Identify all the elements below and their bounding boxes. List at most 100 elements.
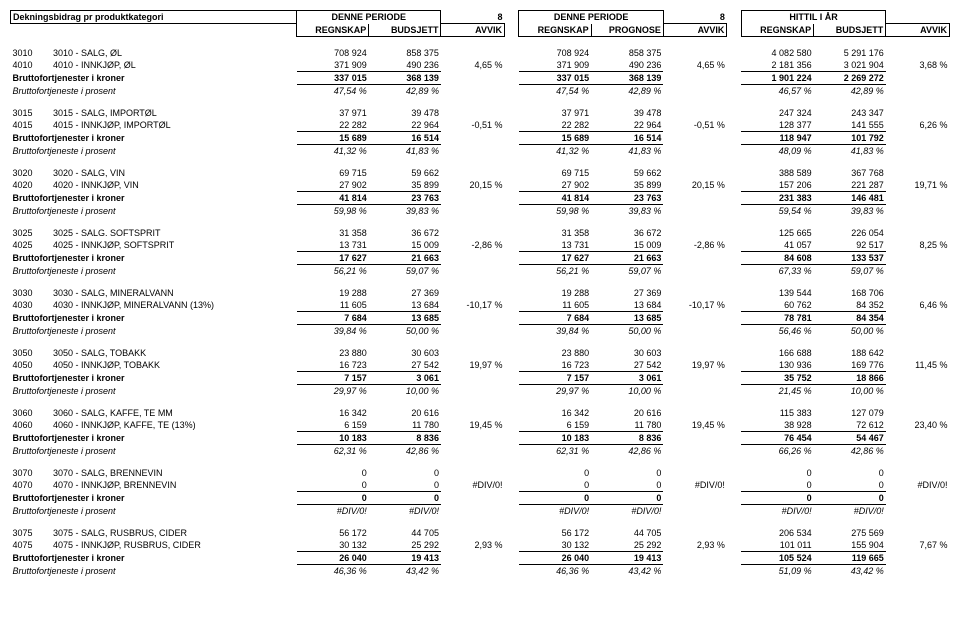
cell: #DIV/0! xyxy=(741,505,813,518)
cell: 337 015 xyxy=(297,72,369,85)
cell: 59,07 % xyxy=(814,265,886,278)
table-row: 40604060 - INNKJØP, KAFFE, TE (13%)6 159… xyxy=(11,419,950,432)
avvik-a: 4,65 % xyxy=(441,59,505,85)
account-name: 4015 - INNKJØP, IMPORTØL xyxy=(51,119,297,132)
cell: 23 880 xyxy=(519,347,591,359)
cell: 275 569 xyxy=(814,527,886,539)
col-c-avvik: AVVIK xyxy=(886,24,950,37)
cell: 46,57 % xyxy=(741,85,813,98)
cell: 3 061 xyxy=(369,372,441,385)
cell: 115 383 xyxy=(741,407,813,419)
cell: 16 723 xyxy=(297,359,369,372)
cell: 76 454 xyxy=(741,432,813,445)
table-row: 40204020 - INNKJØP, VIN27 90235 89920,15… xyxy=(11,179,950,192)
cell: 0 xyxy=(297,479,369,492)
cell: 56,21 % xyxy=(519,265,591,278)
avvik-c: 8,25 % xyxy=(886,239,950,265)
cell: 125 665 xyxy=(741,227,813,239)
cell: 62,31 % xyxy=(519,445,591,458)
cell: 59,98 % xyxy=(519,205,591,218)
cell: 67,33 % xyxy=(741,265,813,278)
account-code: 3025 xyxy=(11,227,51,239)
cell: 41,83 % xyxy=(814,145,886,158)
brutto-prosent-row: Bruttofortjeneste i prosent39,84 %50,00 … xyxy=(11,325,950,338)
cell: 101 792 xyxy=(814,132,886,145)
cell: 0 xyxy=(369,479,441,492)
avvik-a: -0,51 % xyxy=(441,119,505,145)
avvik-c: 6,26 % xyxy=(886,119,950,145)
cell: 39,84 % xyxy=(519,325,591,338)
cell: 105 524 xyxy=(741,552,813,565)
cell: 13 684 xyxy=(369,299,441,312)
cell: 371 909 xyxy=(519,59,591,72)
cell: 19 288 xyxy=(519,287,591,299)
cell: 247 324 xyxy=(741,107,813,119)
cell: 0 xyxy=(519,467,591,479)
brutto-kr-label: Bruttofortjenester i kroner xyxy=(11,252,297,265)
cell: 35 752 xyxy=(741,372,813,385)
account-name: 4010 - INNKJØP, ØL xyxy=(51,59,297,72)
cell: 0 xyxy=(741,492,813,505)
table-body: 30103010 - SALG, ØL708 924858 375708 924… xyxy=(11,37,950,578)
cell: 50,00 % xyxy=(814,325,886,338)
cell: 7 157 xyxy=(519,372,591,385)
cell: 42,86 % xyxy=(591,445,663,458)
cell: 10 183 xyxy=(519,432,591,445)
cell: 15 009 xyxy=(591,239,663,252)
avvik-a: #DIV/0! xyxy=(441,479,505,505)
cell: 16 514 xyxy=(369,132,441,145)
account-code: 3070 xyxy=(11,467,51,479)
cell: 11 605 xyxy=(297,299,369,312)
avvik-b: -2,86 % xyxy=(663,239,727,265)
cell: 13 731 xyxy=(297,239,369,252)
account-code: 4030 xyxy=(11,299,51,312)
cell: 21 663 xyxy=(591,252,663,265)
cell: 37 971 xyxy=(297,107,369,119)
cell: 29,97 % xyxy=(297,385,369,398)
brutto-prosent-row: Bruttofortjeneste i prosent56,21 %59,07 … xyxy=(11,265,950,278)
cell: 243 347 xyxy=(814,107,886,119)
brutto-prosent-row: Bruttofortjeneste i prosent46,36 %43,42 … xyxy=(11,565,950,578)
cell: 51,09 % xyxy=(741,565,813,578)
cell: 38 928 xyxy=(741,419,813,432)
cell: 41 814 xyxy=(519,192,591,205)
cell: 43,42 % xyxy=(369,565,441,578)
brutto-pct-label: Bruttofortjeneste i prosent xyxy=(11,325,297,338)
cell: 8 836 xyxy=(591,432,663,445)
account-name: 3030 - SALG, MINERALVANN xyxy=(51,287,297,299)
cell: 50,00 % xyxy=(369,325,441,338)
cell: 30 132 xyxy=(519,539,591,552)
cell: 15 689 xyxy=(519,132,591,145)
brutto-pct-label: Bruttofortjeneste i prosent xyxy=(11,565,297,578)
cell: 101 011 xyxy=(741,539,813,552)
cell: 60 762 xyxy=(741,299,813,312)
cell: 15 009 xyxy=(369,239,441,252)
cell: 22 282 xyxy=(519,119,591,132)
cell: #DIV/0! xyxy=(297,505,369,518)
account-code: 4010 xyxy=(11,59,51,72)
cell: 17 627 xyxy=(519,252,591,265)
cell: 47,54 % xyxy=(297,85,369,98)
account-code: 3015 xyxy=(11,107,51,119)
cell: 50,00 % xyxy=(591,325,663,338)
col-b-prognose: PROGNOSE xyxy=(591,24,663,37)
cell: 858 375 xyxy=(369,47,441,59)
cell: 0 xyxy=(297,467,369,479)
table-row: 40154015 - INNKJØP, IMPORTØL22 28222 964… xyxy=(11,119,950,132)
cell: 7 157 xyxy=(297,372,369,385)
avvik-b: 2,93 % xyxy=(663,539,727,565)
avvik-c: 6,46 % xyxy=(886,299,950,325)
cell: 139 544 xyxy=(741,287,813,299)
cell: 0 xyxy=(591,467,663,479)
cell: 19 288 xyxy=(297,287,369,299)
cell: 27 542 xyxy=(369,359,441,372)
account-code: 4025 xyxy=(11,239,51,252)
cell: 10,00 % xyxy=(369,385,441,398)
cell: 0 xyxy=(369,467,441,479)
brutto-prosent-row: Bruttofortjeneste i prosent59,98 %39,83 … xyxy=(11,205,950,218)
avvik-b: 19,45 % xyxy=(663,419,727,445)
table-row: 40754075 - INNKJØP, RUSBRUS, CIDER30 132… xyxy=(11,539,950,552)
cell: 42,86 % xyxy=(814,445,886,458)
cell: 337 015 xyxy=(519,72,591,85)
cell: 0 xyxy=(814,492,886,505)
